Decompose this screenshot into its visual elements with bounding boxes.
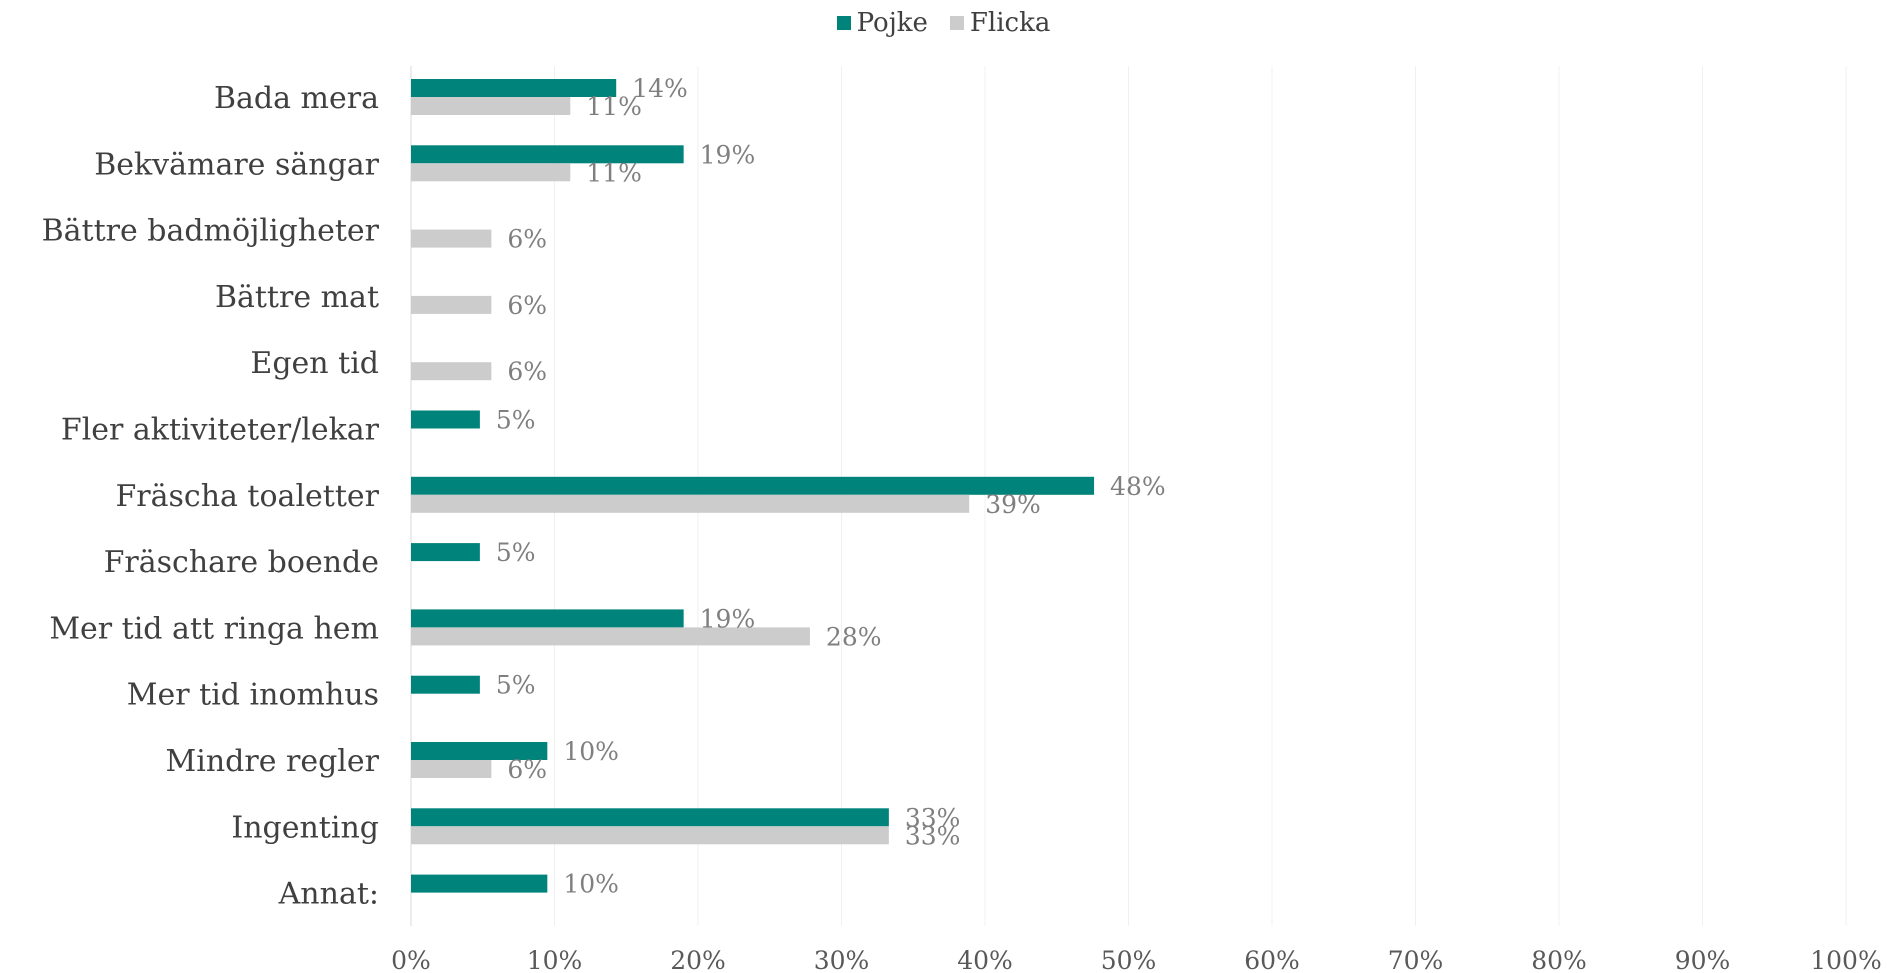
category-label: Bättre mat	[215, 280, 379, 315]
bar-flicka	[411, 627, 810, 646]
category-label: Fler aktiviteter/lekar	[61, 413, 380, 448]
bar-flicka	[411, 97, 571, 115]
category-label: Bättre badmöjligheter	[42, 214, 380, 249]
data-label: 19%	[700, 140, 756, 169]
bar-flicka	[411, 295, 492, 314]
category-label: Fräscha toaletter	[115, 479, 379, 514]
legend-swatch-pojke	[836, 16, 851, 30]
x-tick-label: 100%	[1810, 946, 1881, 973]
bar-flicka	[411, 362, 492, 381]
category-label: Mindre regler	[166, 744, 380, 779]
legend-item-flicka: Flicka	[949, 8, 1051, 38]
bar-pojke	[411, 808, 889, 827]
category-label: Ingenting	[231, 810, 379, 845]
bar-pojke	[411, 476, 1095, 495]
data-label: 5%	[496, 538, 536, 567]
x-tick-label: 0%	[391, 946, 431, 973]
data-label: 11%	[586, 158, 642, 187]
x-tick-label: 80%	[1531, 946, 1587, 973]
bar-pojke	[411, 874, 548, 893]
category-label: Mer tid inomhus	[127, 678, 379, 713]
category-label: Bada mera	[214, 81, 379, 116]
data-labels: 14%11%19%11%6%6%6%5%48%39%5%19%28%5%10%6…	[496, 74, 1166, 899]
data-label: 6%	[507, 357, 547, 386]
bar-pojke	[411, 543, 480, 562]
x-tick-label: 60%	[1244, 946, 1300, 973]
data-label: 6%	[507, 225, 547, 254]
x-tick-label: 90%	[1675, 946, 1731, 973]
legend-label-pojke: Pojke	[856, 8, 928, 38]
x-tick-label: 20%	[670, 946, 726, 973]
bar-pojke	[411, 675, 480, 694]
bar-flicka	[411, 826, 889, 845]
x-tick-label: 30%	[814, 946, 870, 973]
bar-pojke	[411, 609, 684, 628]
x-tick-label: 40%	[957, 946, 1013, 973]
bars	[411, 79, 1095, 893]
x-tick-label: 70%	[1388, 946, 1444, 973]
bar-pojke	[411, 410, 480, 429]
bar-flicka	[411, 494, 970, 513]
data-label: 48%	[1110, 472, 1166, 501]
category-labels: Bada mera Bekvämare sängar Bättre badmöjli…	[42, 81, 380, 912]
data-label: 33%	[905, 821, 961, 850]
legend: Pojke Flicka	[0, 8, 1887, 38]
bar-pojke	[411, 79, 617, 97]
legend-swatch-flicka	[949, 16, 964, 30]
data-label: 10%	[563, 870, 619, 899]
data-label: 5%	[496, 671, 536, 700]
legend-item-pojke: Pojke	[836, 8, 928, 38]
data-label: 6%	[507, 755, 547, 784]
data-label: 5%	[496, 406, 536, 435]
x-tick-label: 10%	[527, 946, 583, 973]
data-label: 14%	[632, 74, 688, 103]
data-label: 10%	[563, 737, 619, 766]
data-label: 28%	[826, 622, 882, 651]
data-label: 33%	[905, 803, 961, 832]
category-label: Bekvämare sängar	[94, 147, 379, 182]
x-tick-labels: 0% 10% 20% 30% 40% 50% 60% 70% 80% 90% 100%	[391, 946, 1882, 973]
category-label: Fräschare boende	[104, 545, 379, 580]
bar-flicka	[411, 760, 492, 778]
data-label: 19%	[700, 604, 756, 633]
bar-flicka	[411, 229, 492, 248]
category-label: Egen tid	[250, 346, 379, 381]
bar-flicka	[411, 163, 571, 182]
x-tick-label: 50%	[1101, 946, 1157, 973]
data-label: 39%	[985, 490, 1041, 519]
bar-pojke	[411, 145, 684, 164]
category-label: Mer tid att ringa hem	[49, 611, 379, 646]
bar-pojke	[411, 742, 548, 760]
legend-label-flicka: Flicka	[969, 8, 1051, 38]
category-label: Annat:	[278, 877, 379, 912]
data-label: 11%	[586, 92, 642, 121]
data-label: 6%	[507, 291, 547, 320]
